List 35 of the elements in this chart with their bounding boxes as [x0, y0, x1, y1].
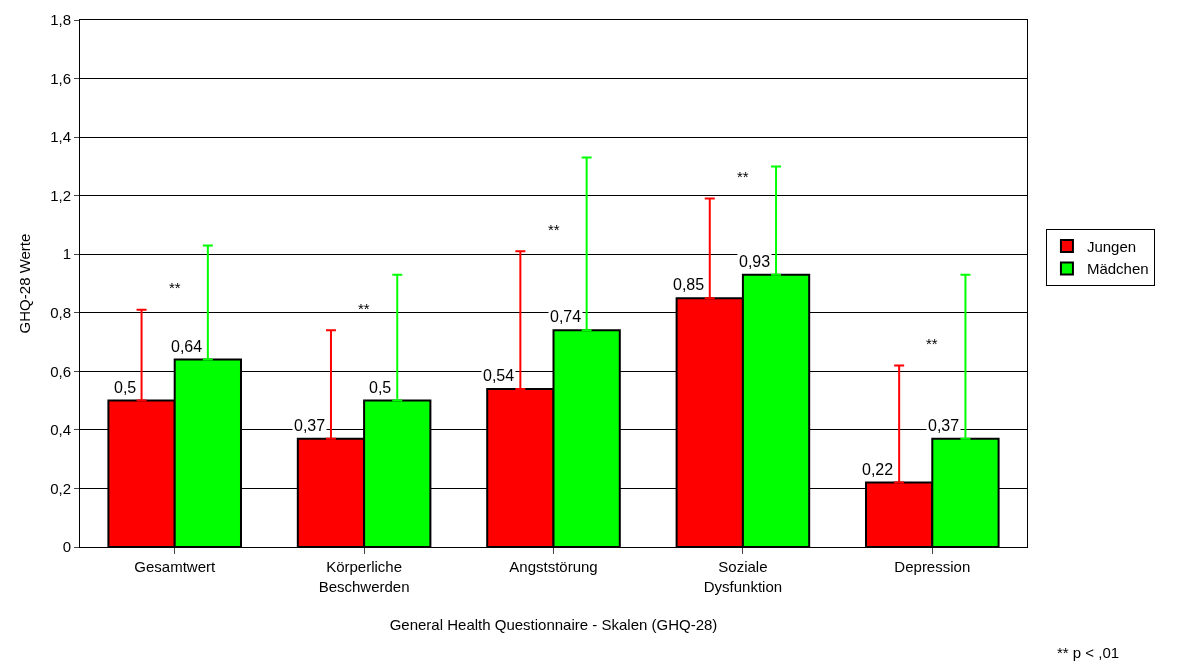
- y-axis-title: GHQ-28 Werte: [16, 233, 34, 334]
- y-tick-label: 1,8: [50, 11, 71, 29]
- x-tick-label: Angststörung: [509, 558, 598, 575]
- y-tick-label: 0,6: [50, 362, 71, 380]
- y-tick-label: 1: [62, 245, 71, 263]
- data-label: 0,37: [294, 417, 326, 434]
- y-tick-label: 1,4: [50, 128, 71, 146]
- x-tick-label: Körperliche Beschwerden: [318, 558, 410, 595]
- data-label: 0,22: [862, 461, 894, 478]
- y-tick-label: 0,4: [50, 421, 71, 439]
- legend-label: Mädchen: [1086, 260, 1149, 278]
- data-label: 0,85: [673, 276, 705, 293]
- annotation: **: [358, 300, 370, 317]
- x-axis-title: General Health Questionnaire - Skalen (GHQ-28): [389, 615, 718, 633]
- data-label: 0,74: [550, 308, 582, 325]
- data-label: 0,93: [739, 253, 771, 270]
- annotation: **: [926, 335, 938, 352]
- x-tick-label: Depression: [894, 558, 971, 575]
- data-label: 0,64: [171, 338, 203, 355]
- text: ** p < ,01: [1057, 644, 1120, 661]
- y-tick-label: 0,8: [50, 304, 71, 322]
- y-tick-label: 1,6: [50, 69, 71, 87]
- y-tick-label: 0: [62, 538, 71, 556]
- data-label: 0,5: [369, 379, 392, 396]
- x-tick-label: Soziale Dysfunktion: [703, 558, 783, 595]
- data-label: 0,37: [928, 417, 960, 434]
- data-label: 0,5: [114, 379, 137, 396]
- annotation: **: [169, 279, 181, 296]
- y-tick-label: 1,2: [50, 186, 71, 204]
- y-tick-label: 0,2: [50, 479, 71, 497]
- annotation: **: [548, 221, 560, 238]
- legend-label: Jungen: [1086, 237, 1137, 255]
- annotation: **: [737, 168, 749, 185]
- data-label: 0,54: [483, 367, 515, 384]
- x-tick-label: Gesamtwert: [134, 558, 216, 575]
